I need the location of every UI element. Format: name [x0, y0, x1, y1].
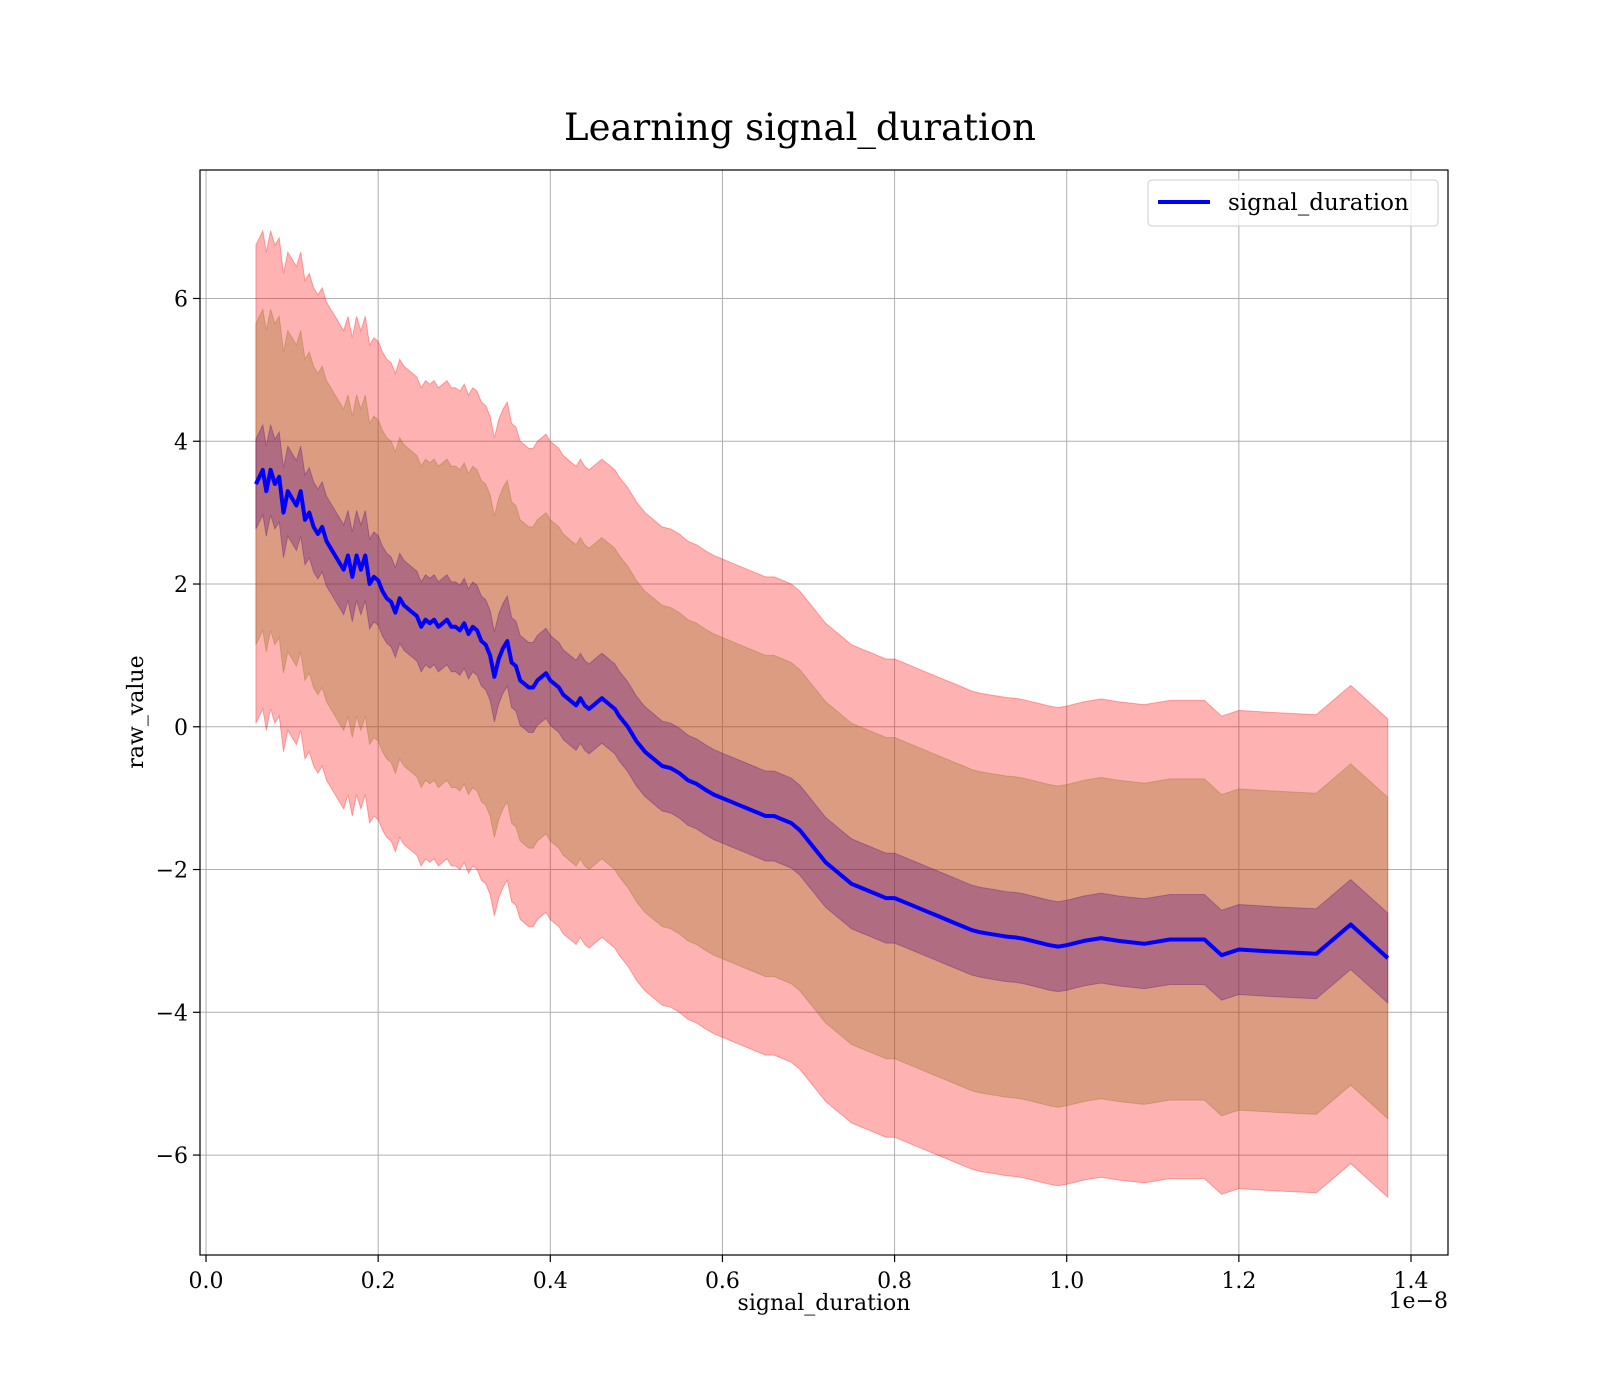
chart-title: Learning signal_duration	[564, 106, 1036, 150]
plot-frame	[199, 169, 1449, 1256]
y-tick-label: −6	[156, 1144, 188, 1169]
x-tick-label: 0.8	[877, 1269, 912, 1294]
x-axis-ticks: 0.0 0.2 0.4 0.6 0.8 1.0 1.2 1.4	[189, 1255, 1428, 1294]
x-tick-label: 1.4	[1393, 1269, 1428, 1294]
x-tick-label: 0.4	[533, 1269, 568, 1294]
series-lines	[254, 467, 1390, 960]
y-tick-label: −2	[156, 859, 188, 884]
y-tick-label: 2	[174, 573, 188, 598]
y-tick-label: 6	[174, 287, 188, 312]
y-axis-label: raw_value	[124, 655, 149, 768]
confidence-bands	[255, 229, 1389, 1199]
y-axis-ticks: −6 −4 −2 0 2 4 6	[156, 287, 200, 1169]
x-axis-label: signal_duration	[738, 1291, 911, 1316]
x-tick-label: 1.2	[1221, 1269, 1256, 1294]
legend: signal_duration	[1147, 179, 1439, 227]
x-axis-offset-label: 1e−8	[1389, 1289, 1448, 1314]
y-tick-label: 0	[174, 716, 188, 741]
y-tick-label: −4	[156, 1001, 188, 1026]
x-tick-label: 1.0	[1049, 1269, 1084, 1294]
x-tick-label: 0.6	[705, 1269, 740, 1294]
confidence-band-0	[255, 229, 1389, 1199]
grid	[200, 170, 1448, 1255]
series-line-signal-duration	[254, 467, 1390, 960]
x-tick-label: 0.2	[361, 1269, 396, 1294]
confidence-band-1	[255, 307, 1389, 1120]
confidence-band-2	[255, 423, 1389, 1005]
legend-label: signal_duration	[1228, 190, 1409, 216]
x-tick-label: 0.0	[189, 1269, 224, 1294]
y-tick-label: 4	[174, 430, 188, 455]
legend-box	[1147, 179, 1439, 227]
